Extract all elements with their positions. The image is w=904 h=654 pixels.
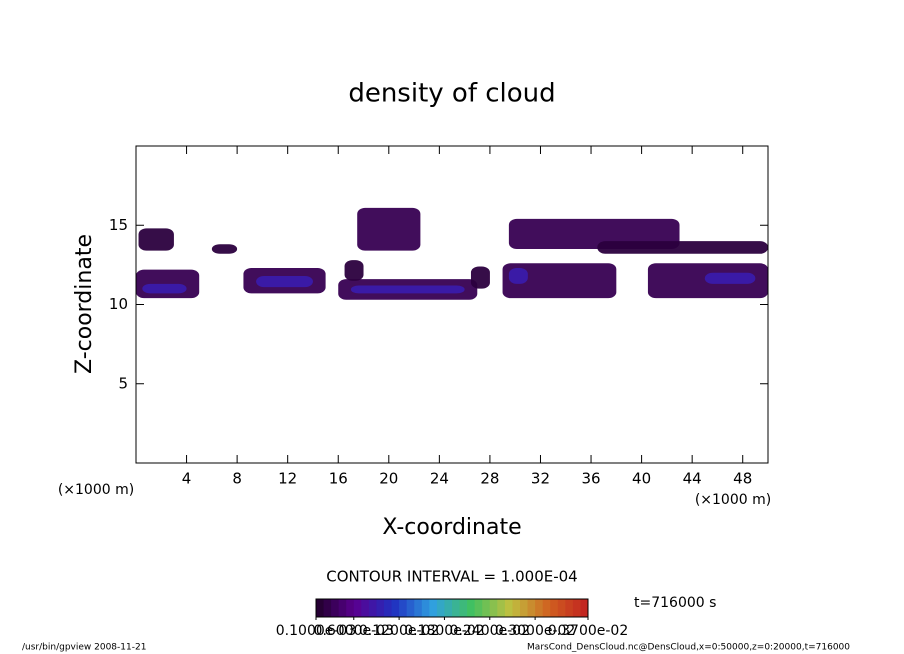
y-tick-label: 5: [118, 374, 128, 392]
colorbar-cell: [323, 599, 332, 617]
colorbar-tick-label: 0.3000e-02: [495, 623, 575, 639]
x-unit: (×1000 m): [695, 492, 771, 508]
cloud-region: [508, 268, 528, 284]
colorbar-cell: [391, 599, 400, 617]
time-label: t=716000 s: [634, 595, 716, 611]
colorbar-tick-label: 0.1000e-03: [276, 623, 356, 639]
cloud-region: [344, 260, 364, 281]
colorbar-tick-label: 0.6000e-03: [314, 623, 394, 639]
colorbar-frame: [315, 598, 589, 618]
colorbar-cell: [557, 599, 566, 617]
colorbar-cell: [497, 599, 506, 617]
colorbar-cell: [331, 599, 340, 617]
colorbar-cell: [436, 599, 445, 617]
y-tick-label: 10: [109, 295, 128, 313]
x-tick-label: 20: [379, 470, 398, 488]
colorbar-cell: [504, 599, 513, 617]
colorbar-cell: [361, 599, 370, 617]
colorbar-cell: [467, 599, 476, 617]
colorbar-cell: [459, 599, 468, 617]
y-unit: (×1000 m): [58, 482, 134, 498]
y-axis-label: Z-coordinate: [72, 234, 97, 374]
colorbar-cell: [580, 599, 589, 617]
chart-title: density of cloud: [348, 79, 555, 109]
colorbar-cell: [384, 599, 393, 617]
cloud-region: [597, 241, 768, 254]
cloud-region: [142, 283, 187, 294]
colorbar-cell: [421, 599, 430, 617]
x-tick-label: 8: [232, 470, 242, 488]
cloud-region: [138, 228, 174, 251]
cloud-region: [350, 285, 465, 294]
x-tick-label: 4: [182, 470, 192, 488]
colorbar-cell: [346, 599, 355, 617]
colorbar-cell: [550, 599, 559, 617]
colorbar-cell: [429, 599, 438, 617]
colorbar-cell: [572, 599, 581, 617]
contour-interval: CONTOUR INTERVAL = 1.000E-04: [326, 568, 577, 586]
x-tick-label: 32: [531, 470, 550, 488]
cloud-region: [502, 263, 617, 299]
colorbar-tick-label: 0.2400e-02: [450, 623, 530, 639]
y-tick-label: 15: [109, 216, 128, 234]
colorbar-cell: [406, 599, 415, 617]
colorbar-cell: [520, 599, 529, 617]
colorbar-cell: [489, 599, 498, 617]
colorbar-cell: [512, 599, 521, 617]
x-axis-label: X-coordinate: [382, 515, 521, 540]
colorbar-cell: [399, 599, 408, 617]
colorbar-cell: [444, 599, 453, 617]
footer-left: /usr/bin/gpview 2008-11-21: [22, 643, 146, 653]
x-tick-label: 36: [581, 470, 600, 488]
colorbar-cell: [474, 599, 483, 617]
colorbar-cell: [535, 599, 544, 617]
colorbar-cell: [565, 599, 574, 617]
colorbar-tick-label: 0.3700e-02: [548, 623, 628, 639]
colorbar-cell: [452, 599, 461, 617]
cloud-region: [704, 272, 756, 284]
x-tick-label: 44: [683, 470, 702, 488]
x-tick-label: 48: [733, 470, 752, 488]
colorbar-cell: [316, 599, 325, 617]
plot-frame: [135, 145, 769, 464]
x-tick-label: 40: [632, 470, 651, 488]
colorbar-cell: [482, 599, 491, 617]
x-tick-label: 12: [278, 470, 297, 488]
colorbar-cell: [376, 599, 385, 617]
colorbar-cell: [542, 599, 551, 617]
footer-right: MarsCond_DensCloud.nc@DensCloud,x=0:5000…: [527, 643, 850, 653]
colorbar-cell: [338, 599, 347, 617]
x-tick-label: 16: [329, 470, 348, 488]
colorbar-cell: [527, 599, 536, 617]
colorbar-cell: [353, 599, 362, 617]
cloud-region: [470, 266, 490, 289]
cloud-region: [256, 275, 313, 288]
x-tick-label: 24: [430, 470, 449, 488]
x-tick-label: 28: [480, 470, 499, 488]
cloud-region: [211, 244, 238, 254]
colorbar-tick-label: 0.1200e-02: [359, 623, 439, 639]
cloud-region: [357, 207, 421, 251]
colorbar-tick-label: 0.1800e-02: [404, 623, 484, 639]
colorbar-cell: [414, 599, 423, 617]
colorbar-cell: [368, 599, 377, 617]
